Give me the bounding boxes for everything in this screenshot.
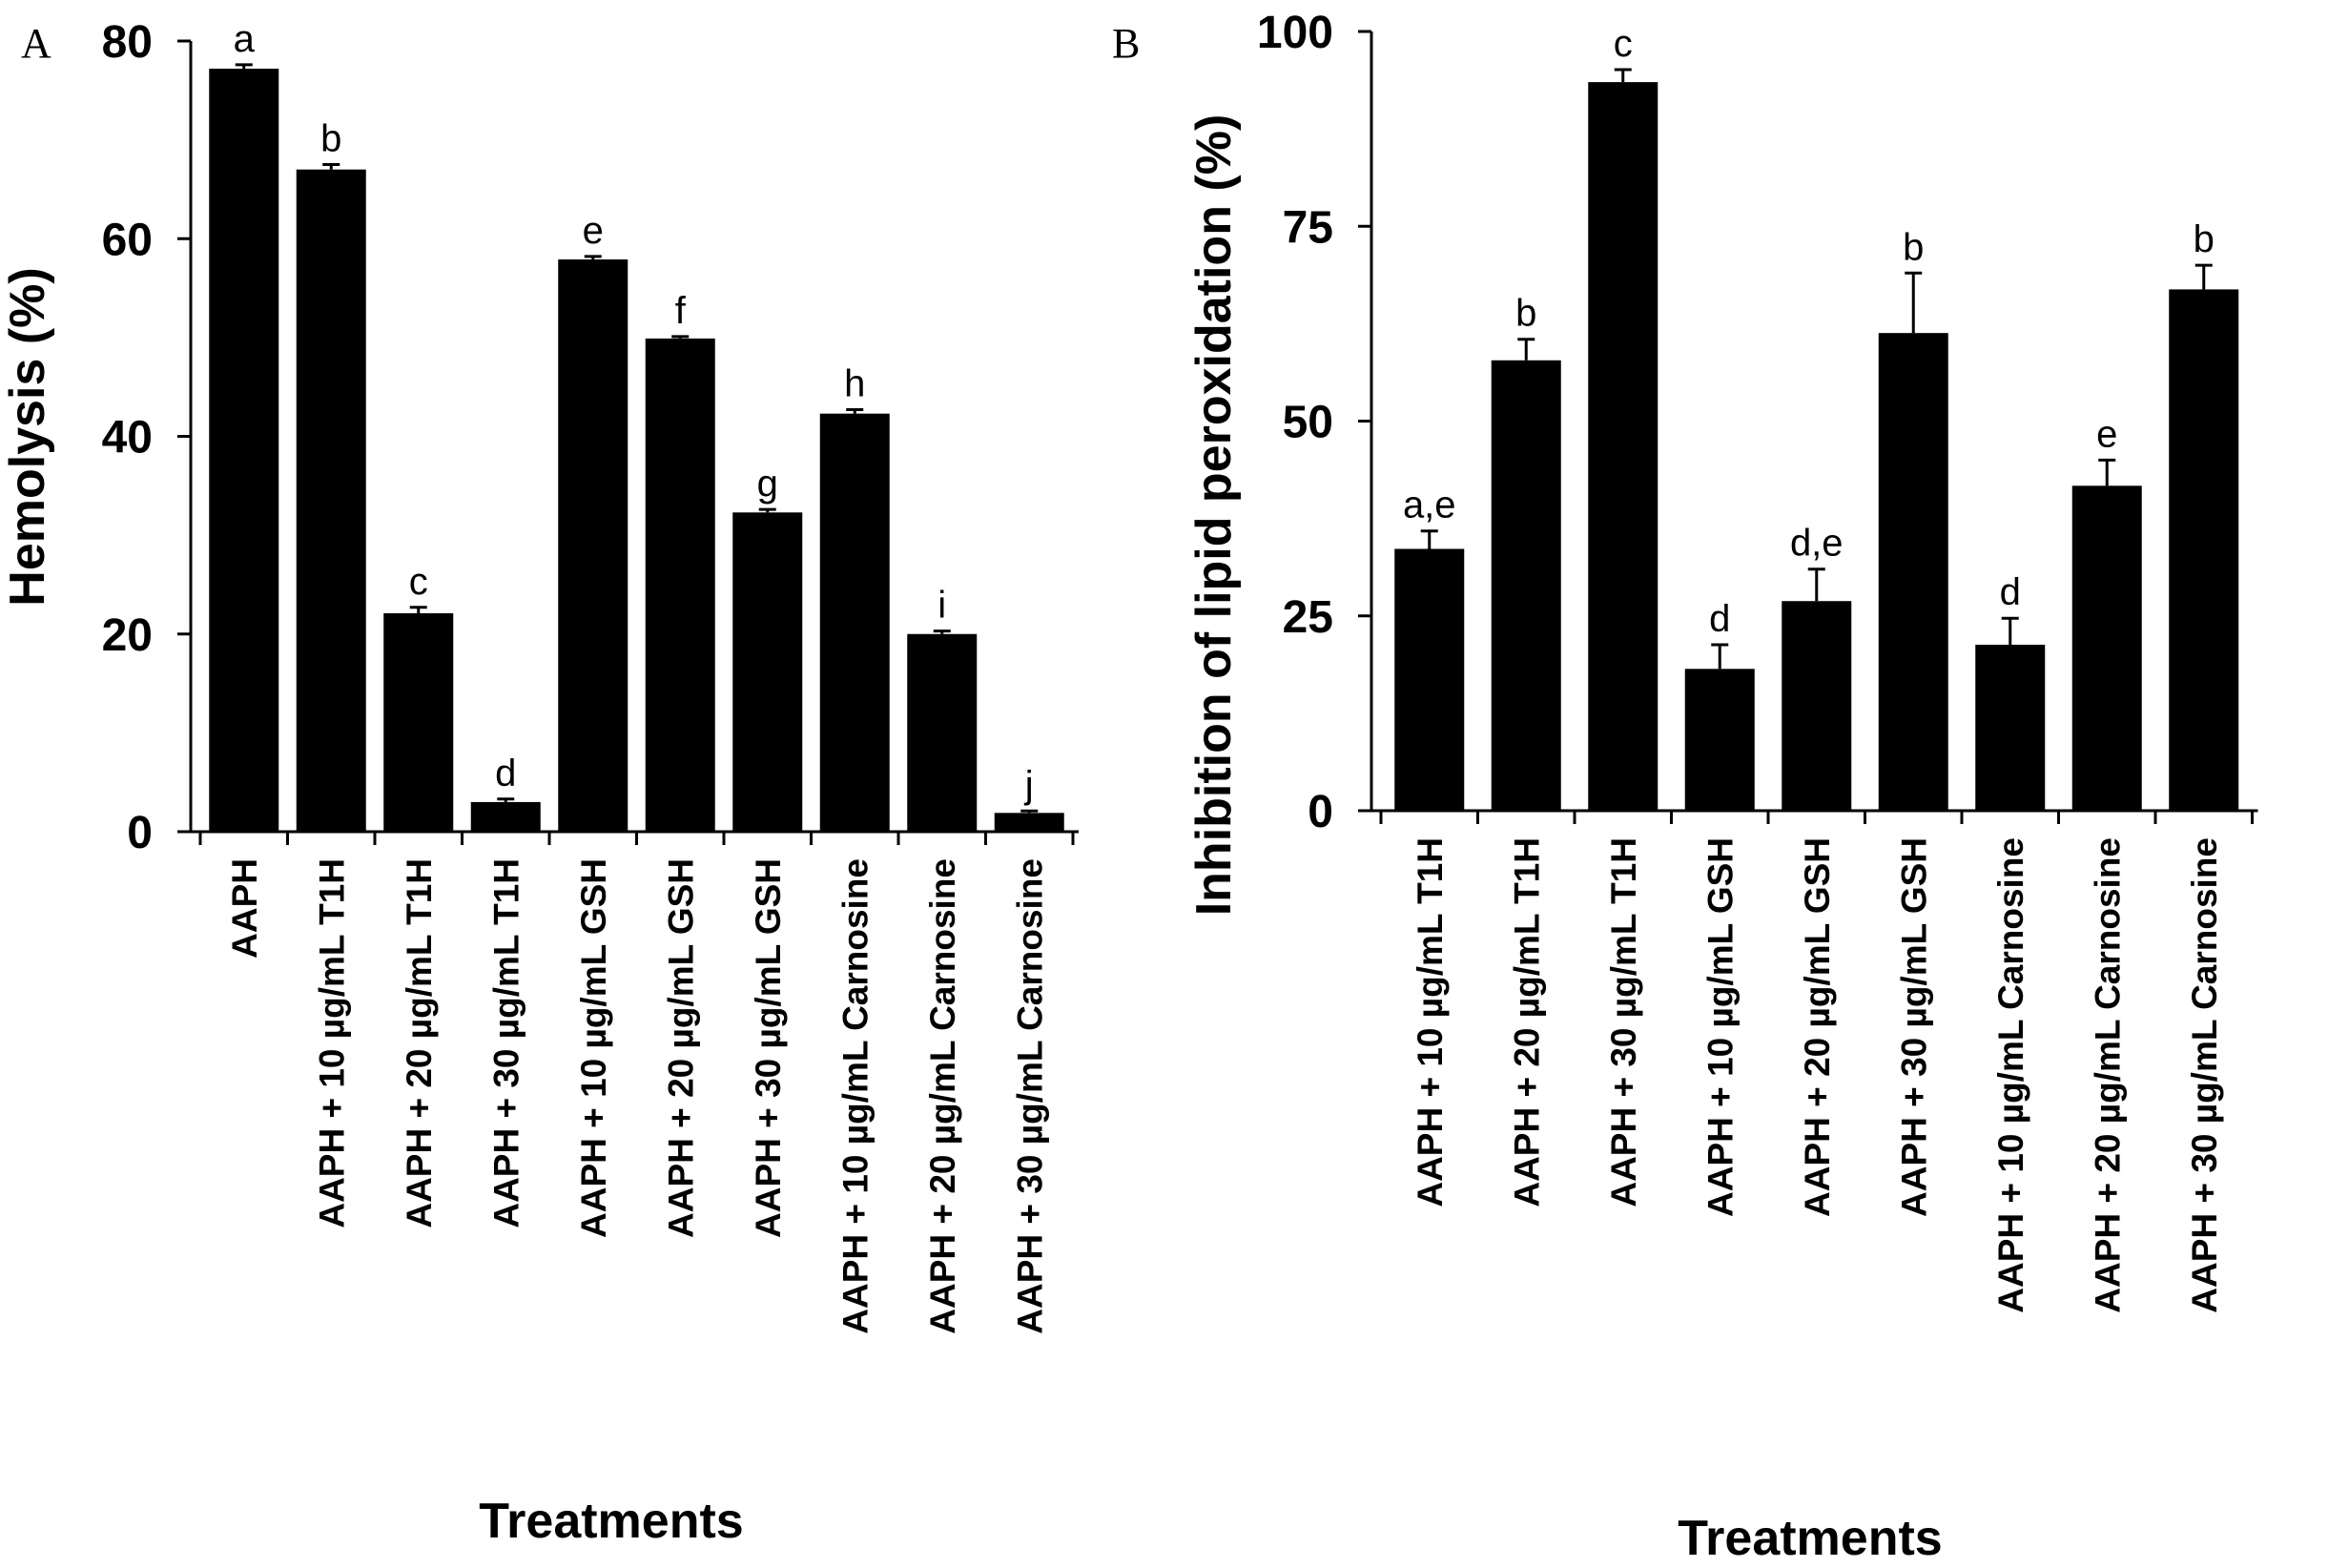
x-axis-title: Treatments — [1678, 1511, 1942, 1566]
y-tick-label: 0 — [1308, 787, 1333, 837]
bar — [907, 633, 978, 832]
bar — [558, 259, 628, 833]
y-tick-label: 60 — [102, 215, 153, 265]
category-label: AAPH + 10 µg/mL T1H — [312, 858, 351, 1228]
y-tick-label: 75 — [1283, 202, 1333, 253]
y-axis-title: Inhibition of lipid peroxidation (%) — [1186, 114, 1242, 917]
bar — [1394, 548, 1465, 811]
category-label: AAPH + 30 µg/mL Carnosine — [1010, 858, 1049, 1334]
category-label: AAPH + 10 µg/mL T1H — [1411, 837, 1450, 1207]
category-label: AAPH + 10 µg/mL Carnosine — [835, 858, 875, 1334]
bar — [732, 512, 803, 832]
panel-letter: B — [1112, 20, 1140, 67]
significance-letter: e — [2096, 413, 2117, 455]
y-tick-label: 0 — [127, 808, 153, 858]
significance-letter: d — [2000, 571, 2021, 613]
significance-letter: a — [234, 18, 256, 60]
significance-letter: b — [1515, 293, 1536, 335]
category-label: AAPH + 10 µg/mL GSH — [574, 858, 613, 1238]
panel-a: A 0 20 40 60 80 Hemolysis (%) a AAPH b AAPH + 10 µ… — [0, 17, 1079, 1549]
category-label: AAPH + 10 µg/mL GSH — [1700, 837, 1740, 1217]
bar — [2071, 485, 2142, 811]
category-label: AAPH + 30 µg/mL T1H — [486, 858, 525, 1228]
category-label: AAPH + 10 µg/mL Carnosine — [1991, 837, 2030, 1313]
bar — [296, 169, 366, 832]
significance-letter: f — [675, 290, 687, 332]
category-label: AAPH + 30 µg/mL Carnosine — [2185, 837, 2224, 1313]
category-label: AAPH + 30 µg/mL T1H — [1604, 837, 1643, 1207]
bar — [383, 612, 454, 832]
significance-letter: j — [1024, 764, 1034, 806]
significance-letter: d — [1709, 598, 1730, 640]
significance-letter: c — [1614, 23, 1633, 65]
y-tick-label: 25 — [1283, 592, 1333, 643]
category-label: AAPH + 20 µg/mL Carnosine — [923, 858, 962, 1334]
category-label: AAPH + 30 µg/mL GSH — [1894, 837, 1933, 1217]
bar — [1491, 360, 1561, 811]
bar — [1878, 333, 1948, 811]
y-tick-label: 40 — [102, 413, 153, 464]
significance-letter: b — [2194, 218, 2215, 260]
bar — [209, 69, 279, 832]
bar — [2169, 289, 2239, 811]
y-tick-label: 80 — [102, 17, 153, 68]
panel-letter: A — [21, 20, 52, 67]
y-axis-title: Hemolysis (%) — [0, 267, 55, 606]
bar — [994, 813, 1064, 832]
significance-letter: i — [937, 585, 946, 627]
significance-letter: e — [583, 210, 604, 252]
bar — [1782, 601, 1852, 811]
y-tick-label: 50 — [1283, 398, 1333, 448]
y-tick-label: 20 — [102, 610, 153, 661]
category-label: AAPH + 20 µg/mL Carnosine — [2088, 837, 2127, 1313]
panel-b: B 0 25 50 75 100 Inhibition of lipid peroxidat… — [1112, 8, 2258, 1566]
bar — [1975, 644, 2046, 811]
x-axis-title: Treatments — [479, 1494, 743, 1549]
bar — [1588, 82, 1658, 812]
bar — [645, 338, 715, 832]
category-label: AAPH — [225, 858, 264, 959]
significance-letter: b — [320, 118, 341, 160]
category-label: AAPH + 20 µg/mL T1H — [400, 858, 439, 1228]
category-label: AAPH + 30 µg/mL GSH — [749, 858, 788, 1238]
significance-letter: d — [495, 753, 516, 794]
significance-letter: a,e — [1403, 485, 1456, 526]
significance-letter: b — [1903, 226, 1924, 268]
significance-letter: c — [409, 561, 428, 603]
significance-letter: g — [757, 463, 778, 505]
bar — [470, 801, 541, 832]
significance-letter: d,e — [1790, 523, 1844, 565]
category-label: AAPH + 20 µg/mL T1H — [1507, 837, 1546, 1207]
y-tick-label: 100 — [1257, 8, 1333, 58]
bar — [819, 413, 890, 832]
category-label: AAPH + 20 µg/mL GSH — [1798, 837, 1837, 1217]
bar — [1684, 669, 1755, 811]
category-label: AAPH + 20 µg/mL GSH — [661, 858, 700, 1238]
significance-letter: h — [844, 363, 865, 405]
